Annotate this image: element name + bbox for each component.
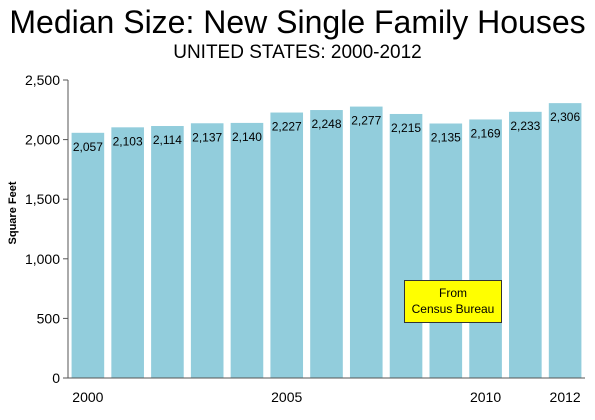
bar-data-labels: 2,057 2,103 2,114 2,137 2,140 2,227 2,248 2,277…: [73, 110, 581, 154]
x-axis: 2000 2005 2010 2012: [68, 377, 585, 405]
bar-2007: [349, 106, 383, 378]
y-tick-label: 2,000: [25, 132, 60, 148]
chart-subtitle: UNITED STATES: 2000-2012: [173, 42, 422, 63]
bar-2000: [71, 132, 105, 378]
y-axis-label: Square Feet: [7, 181, 19, 245]
bar-data-label: 2,277: [351, 114, 381, 128]
bar-2002: [151, 126, 184, 378]
chart-title: Median Size: New Single Family Houses: [9, 4, 586, 40]
y-tick-label: 1,500: [25, 191, 60, 207]
bar-data-label: 2,057: [73, 140, 103, 154]
bars: [71, 103, 582, 379]
x-tick-label: 2010: [470, 389, 501, 405]
bar-2011: [509, 111, 542, 378]
y-tick-label: 500: [37, 310, 61, 326]
x-tick-label: 2000: [72, 389, 103, 405]
bar-2001: [111, 127, 144, 378]
bar-data-label: 2,114: [153, 133, 182, 147]
x-tick-label: 2012: [550, 389, 581, 405]
bar-2009: [429, 123, 463, 379]
y-tick-label: 0: [52, 370, 60, 386]
source-annotation-line-2: Census Bureau: [411, 302, 495, 316]
bar-data-label: 2,140: [232, 130, 262, 144]
y-axis: 0 500 1,000 1,500 2,000 2,500: [25, 72, 69, 386]
bar-2005: [270, 112, 304, 379]
bar-data-label: 2,169: [471, 126, 501, 140]
bar-data-label: 2,227: [272, 120, 302, 134]
bar-2012: [548, 103, 582, 378]
bar-data-label: 2,135: [431, 131, 461, 145]
bar-data-label: 2,103: [113, 134, 143, 148]
x-tick-label: 2005: [271, 389, 302, 405]
bar-data-label: 2,248: [311, 117, 341, 131]
y-tick-label: 2,500: [25, 72, 60, 88]
bar-data-label: 2,215: [391, 121, 421, 135]
bar-data-label: 2,306: [550, 110, 580, 124]
bar-data-label: 2,233: [510, 119, 540, 133]
bar-2003: [190, 123, 224, 379]
source-annotation-line-1: From: [439, 286, 467, 300]
bar-2006: [310, 110, 343, 379]
source-annotation: From Census Bureau: [404, 280, 502, 323]
bar-data-label: 2,137: [192, 130, 222, 144]
bar-2010: [469, 119, 502, 378]
bar-2008: [389, 113, 423, 379]
y-tick-label: 1,000: [25, 251, 60, 267]
bar-2004: [230, 122, 264, 378]
